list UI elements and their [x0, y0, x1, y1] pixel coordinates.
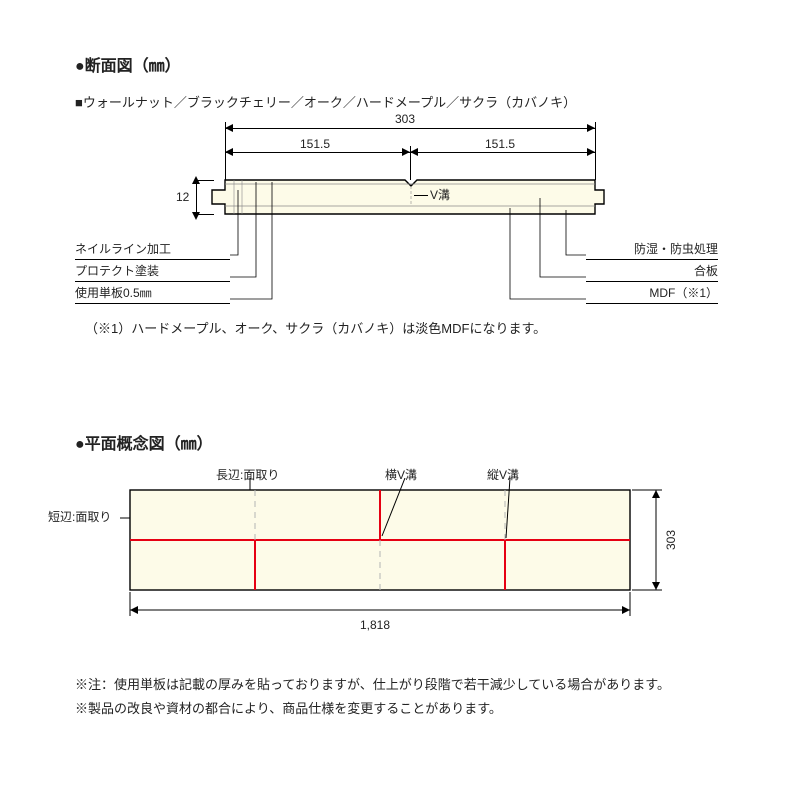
vgroove-label: V溝 — [430, 186, 450, 203]
dim-303-arrow-r — [587, 124, 595, 132]
plan-short-edge-label: 短辺:面取り — [48, 508, 111, 525]
footnote-2: ※製品の改良や資材の都合により、商品仕様を変更することがあります。 — [75, 698, 502, 717]
section-note: （※1）ハードメープル、オーク、サクラ（カバノキ）は淡色MDFになります。 — [85, 318, 546, 337]
dim-303-text: 303 — [395, 112, 415, 126]
footnote-1: ※注：使用単板は記載の厚みを貼っておりますが、仕上がり段階で若干減少している場合… — [75, 674, 670, 693]
dim-303-arrow-l — [225, 124, 233, 132]
dim-151b-l — [410, 148, 418, 156]
section-board — [206, 176, 610, 226]
section-subtitle: ■ウォールナット／ブラックチェリー／オーク／ハードメープル／サクラ（カバノキ） — [75, 92, 576, 111]
plan-width-text: 303 — [664, 530, 678, 550]
section-title: ●断面図（㎜） — [75, 52, 181, 76]
plan-title: ●平面概念図（㎜） — [75, 430, 213, 454]
dim-151b-text: 151.5 — [485, 137, 515, 151]
dim-12-text: 12 — [176, 190, 189, 204]
label-mdf: MDF（※1） — [586, 284, 718, 304]
dim-12-line — [196, 180, 197, 214]
label-veneer: 使用単板0.5㎜ — [75, 284, 230, 304]
label-nailline: ネイルライン加工 — [75, 240, 230, 260]
label-moisture: 防湿・防虫処理 — [586, 240, 718, 260]
label-plywood: 合板 — [586, 262, 718, 282]
dim-303-line — [225, 128, 595, 129]
plan-length-text: 1,818 — [360, 618, 390, 632]
dim-151b-r — [587, 148, 595, 156]
ext-right — [595, 122, 596, 180]
vgroove-leader — [414, 195, 428, 196]
plan-board — [120, 478, 680, 638]
dim-151a-text: 151.5 — [300, 137, 330, 151]
dim-151a-r — [402, 148, 410, 156]
label-protect: プロテクト塗装 — [75, 262, 230, 282]
dim-151a-l — [225, 148, 233, 156]
